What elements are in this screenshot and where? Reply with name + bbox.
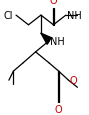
- Text: Cl: Cl: [4, 11, 13, 21]
- Text: NH: NH: [67, 11, 82, 21]
- Text: O: O: [70, 76, 78, 85]
- Text: O: O: [50, 0, 57, 6]
- Text: NH: NH: [50, 37, 65, 46]
- Text: O: O: [55, 104, 62, 114]
- Polygon shape: [41, 34, 51, 45]
